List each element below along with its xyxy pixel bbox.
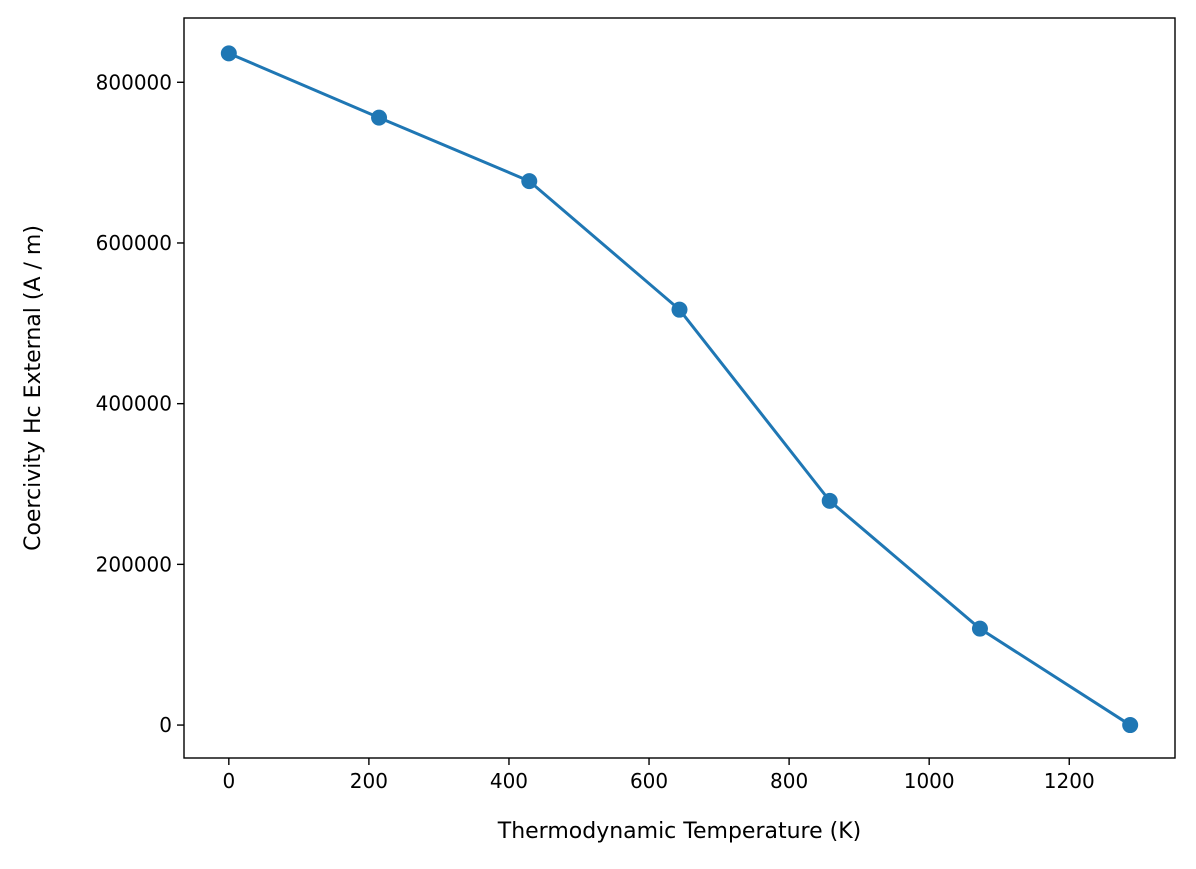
x-tick-label: 200 bbox=[350, 769, 388, 793]
y-tick-label: 0 bbox=[159, 713, 172, 737]
x-tick-label: 800 bbox=[770, 769, 808, 793]
x-tick-label: 1000 bbox=[904, 769, 955, 793]
data-point bbox=[371, 109, 388, 126]
plot-area bbox=[183, 17, 1176, 759]
x-tick-label: 400 bbox=[490, 769, 528, 793]
x-tick-label: 0 bbox=[222, 769, 235, 793]
x-axis-label: Thermodynamic Temperature (K) bbox=[497, 819, 861, 844]
x-tick-label: 1200 bbox=[1044, 769, 1095, 793]
data-point bbox=[1122, 717, 1139, 734]
data-point bbox=[971, 620, 988, 637]
x-tick-label: 600 bbox=[630, 769, 668, 793]
data-point bbox=[521, 173, 538, 190]
data-point bbox=[821, 492, 838, 509]
y-tick-label: 600000 bbox=[96, 231, 172, 255]
y-tick-label: 200000 bbox=[96, 552, 172, 576]
data-point bbox=[671, 301, 688, 318]
data-point bbox=[220, 45, 237, 62]
y-tick-label: 800000 bbox=[96, 70, 172, 94]
y-tick-label: 400000 bbox=[96, 392, 172, 416]
y-axis-label: Coercivity Hc External (A / m) bbox=[21, 225, 46, 551]
